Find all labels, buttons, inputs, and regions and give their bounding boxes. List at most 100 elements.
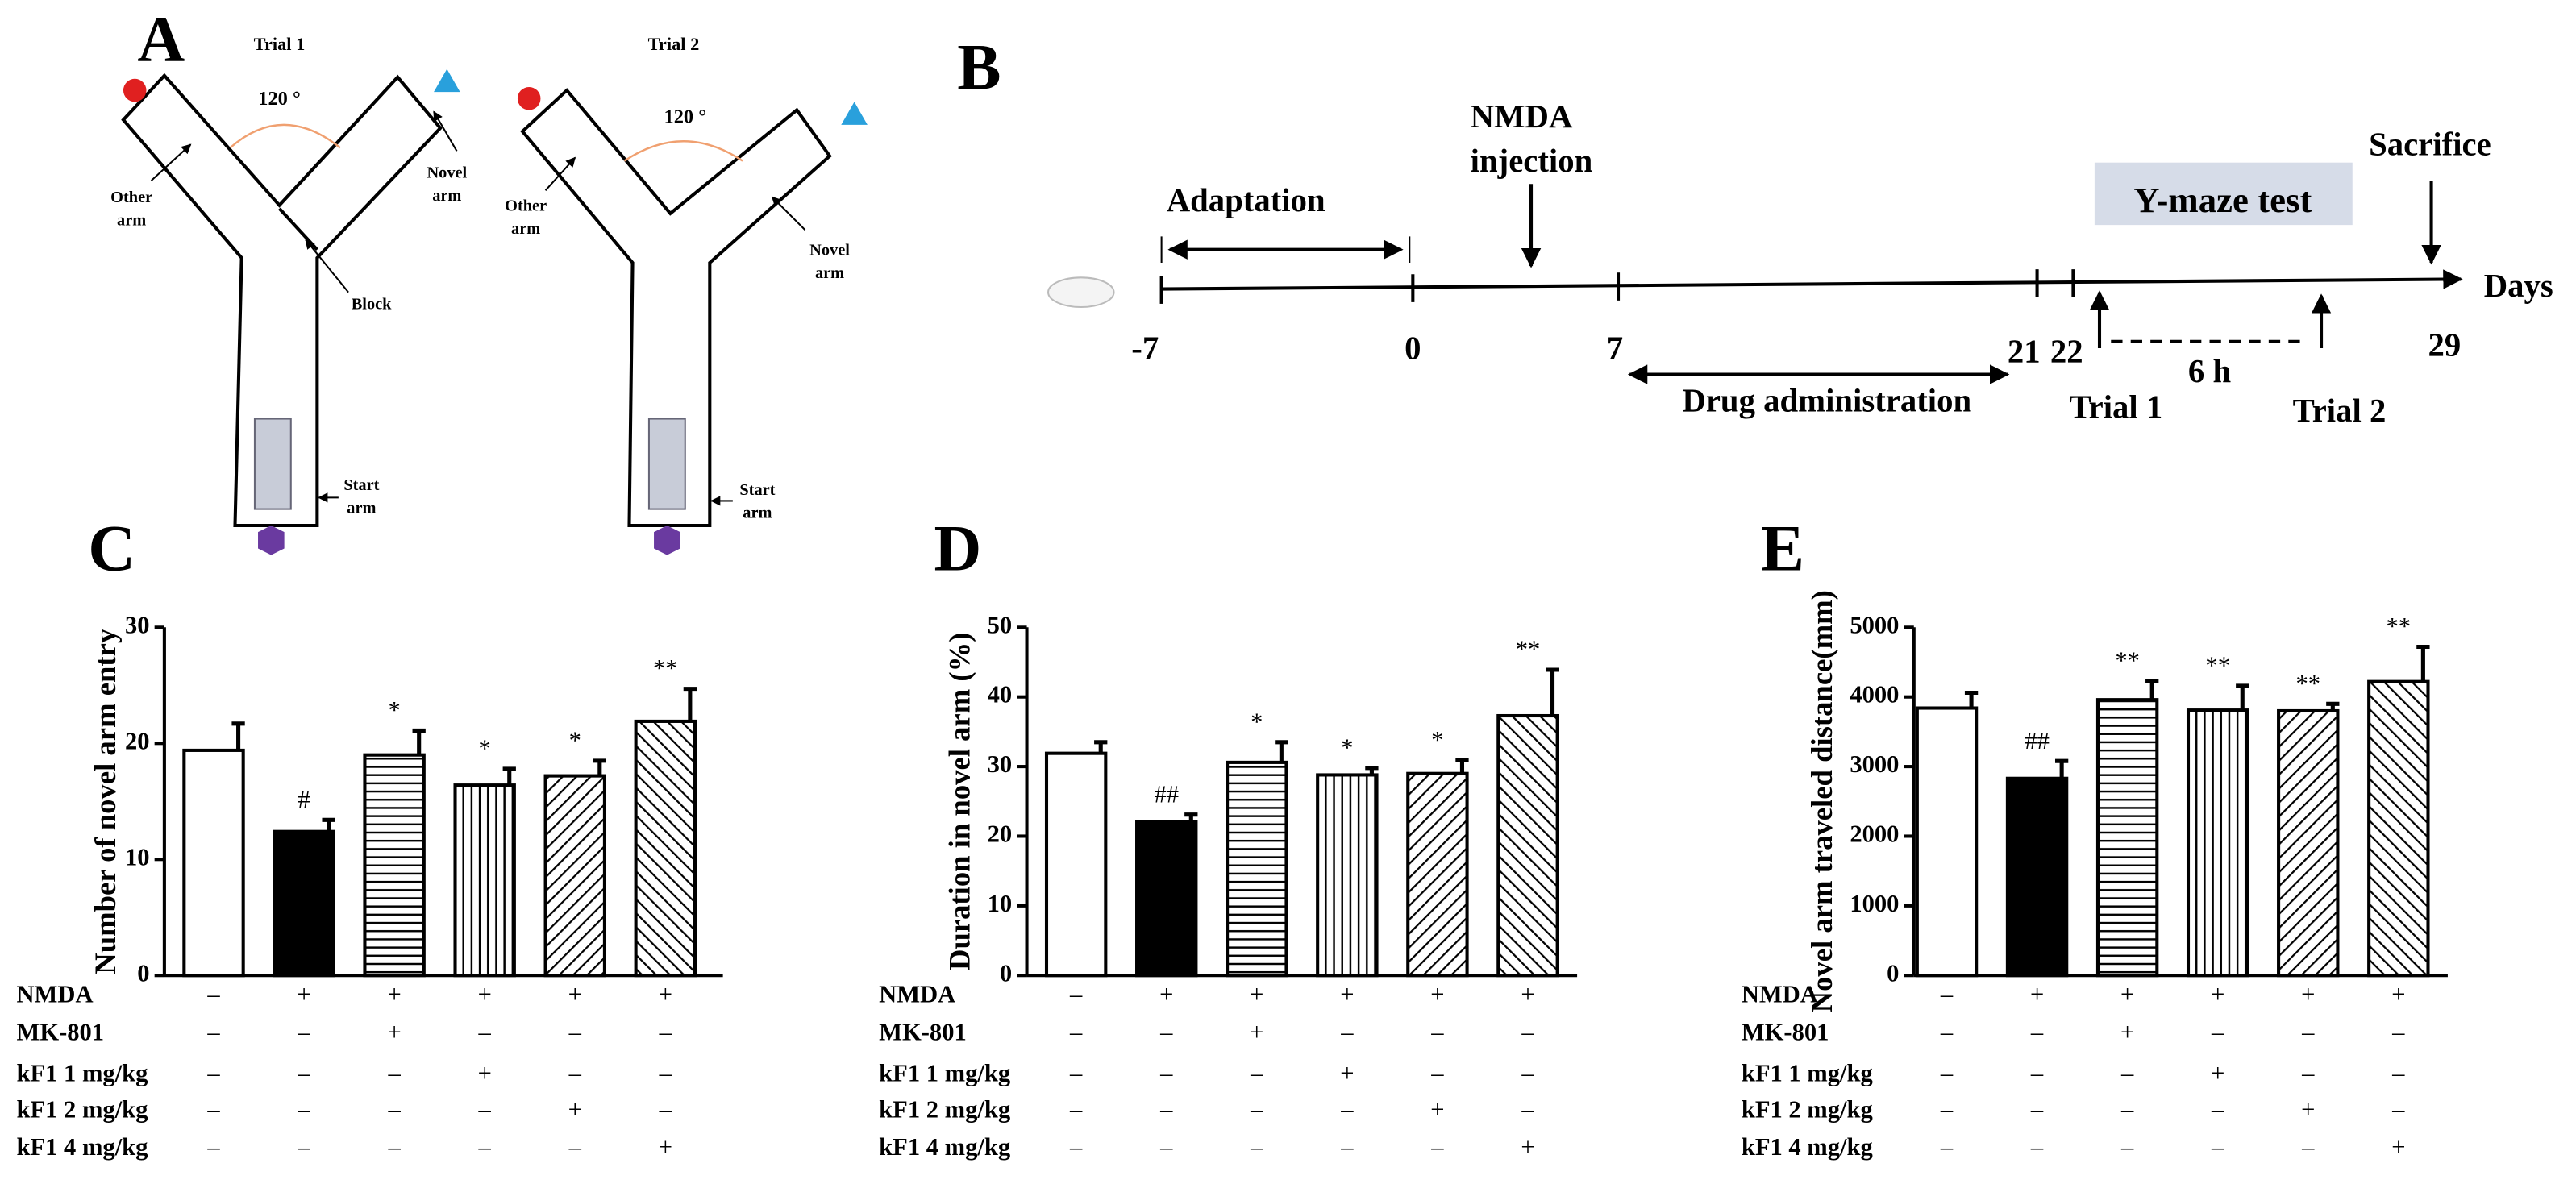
error-bar [412,728,426,755]
day-label: 29 [2428,326,2461,363]
interval-label: 6 h [2188,353,2232,389]
treatment-sign: + [1250,981,1263,1008]
treatment-sign: – [1340,1019,1354,1046]
treatment-sign: + [2301,981,2315,1008]
error-bar [231,721,245,750]
treatment-sign: – [659,1060,672,1087]
significance-label: ## [1154,780,1179,808]
significance-label: ** [2205,651,2230,679]
treatment-sign: – [2030,1095,2044,1123]
treatment-sign: – [659,1019,672,1046]
panel-label: B [957,30,1001,103]
bar [1496,713,1559,978]
treatment-sign: – [1521,1060,1534,1087]
treatment-sign: – [1940,1060,1954,1087]
arm-label: Novel [809,241,850,259]
significance-label: * [1251,708,1263,735]
panel-a: A Trial 1 120 ° Other arm Novel arm Bloc… [110,2,868,555]
treatment-sign: + [1521,1133,1534,1161]
treatment-sign: + [388,981,402,1008]
treatment-sign: – [1069,981,1083,1008]
y-tick-label: 10 [988,890,1013,917]
nmda-label: NMDA [1471,98,1573,135]
treatment-sign: + [568,1095,582,1123]
y-tick-label: 30 [125,611,150,638]
treatment-sign: + [1340,981,1354,1008]
significance-label: ** [2387,613,2412,640]
error-bar [2054,758,2069,779]
error-bar [1094,740,1108,754]
trial-label: Trial 1 [2069,389,2162,426]
ymaze-box [2094,162,2353,226]
panel-label: A [137,2,185,76]
blue-cue [434,69,460,93]
bar [1406,771,1469,978]
significance-label: ## [2025,727,2050,754]
y-tick-label: 5000 [1850,611,1899,638]
treatment-sign: – [1340,1095,1354,1123]
treatment-sign: – [387,1060,401,1087]
y-tick-label: 30 [988,750,1013,778]
significance-label: ** [2295,670,2320,697]
significance-label: * [569,726,581,754]
y-tick-label: 3000 [1850,750,1899,778]
treatment-sign: – [1069,1060,1083,1087]
treatment-sign: – [1069,1019,1083,1046]
bar [363,753,426,978]
angle-label: 120 ° [258,88,301,110]
treatment-label: NMDA [1742,981,1818,1008]
arm-label: Start [739,481,775,499]
treatment-sign: – [1069,1133,1083,1161]
treatment-sign: – [1521,1095,1534,1123]
significance-label: ** [2115,646,2140,674]
treatment-sign: + [1430,981,1444,1008]
treatment-sign: + [297,981,310,1008]
day-label: 21 [2008,333,2041,369]
y-axis-label: Number of novel arm entry [89,629,122,974]
panel-b: B -7 0 7 21 22 29 Days Adaptation NMDA i… [957,30,2553,428]
treatment-sign: – [2211,1019,2224,1046]
treatment-sign: – [2030,1060,2044,1087]
y-axis-label: Novel arm traveled distance(mm) [1805,590,1838,1012]
y-tick-label: 0 [137,959,149,987]
treatment-sign: – [478,1133,492,1161]
rat-icon [1047,276,1115,309]
treatment-sign: + [2211,981,2224,1008]
day-label: 0 [1405,330,1421,366]
arrow [771,196,806,231]
bar [543,774,606,978]
bar [2367,679,2430,978]
error-bar [322,817,335,832]
treatment-sign: – [1940,1133,1954,1161]
treatment-sign: – [1430,1133,1444,1161]
treatment-sign: – [206,981,220,1008]
treatment-sign: – [2391,1019,2405,1046]
arm-label: arm [432,187,461,205]
block-line [278,207,318,251]
maze-title: Trial 2 [648,34,700,54]
treatment-label: MK-801 [879,1019,967,1046]
timeline [1161,269,2463,291]
bar [1044,751,1108,978]
treatment-label: NMDA [17,981,94,1008]
treatment-sign: + [1250,1019,1263,1046]
treatment-sign: – [1159,1133,1173,1161]
treatment-label: kF1 4 mg/kg [17,1133,148,1161]
treatment-sign: – [1250,1133,1263,1161]
treatment-sign: + [659,981,672,1008]
treatment-sign: – [2120,1095,2134,1123]
arrow [433,110,458,152]
treatment-label: NMDA [879,981,955,1008]
treatment-sign: – [1159,1019,1173,1046]
treatment-sign: – [2391,1060,2405,1087]
treatment-sign: + [1340,1060,1354,1087]
treatment-sign: – [568,1133,582,1161]
treatment-label: kF1 2 mg/kg [879,1095,1010,1123]
y-tick-label: 4000 [1850,681,1899,708]
treatment-sign: + [2030,981,2044,1008]
treatment-sign: – [206,1060,220,1087]
treatment-sign: + [2391,1133,2405,1161]
